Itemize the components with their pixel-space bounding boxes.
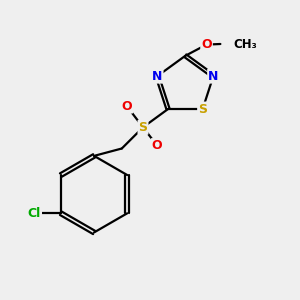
Text: O: O [152,139,162,152]
Text: S: S [198,103,207,116]
Text: S: S [139,121,148,134]
Text: O: O [201,38,212,51]
Text: N: N [208,70,218,83]
Text: N: N [152,70,163,83]
Text: CH₃: CH₃ [233,38,257,50]
Text: O: O [122,100,132,112]
Text: Cl: Cl [28,207,41,220]
